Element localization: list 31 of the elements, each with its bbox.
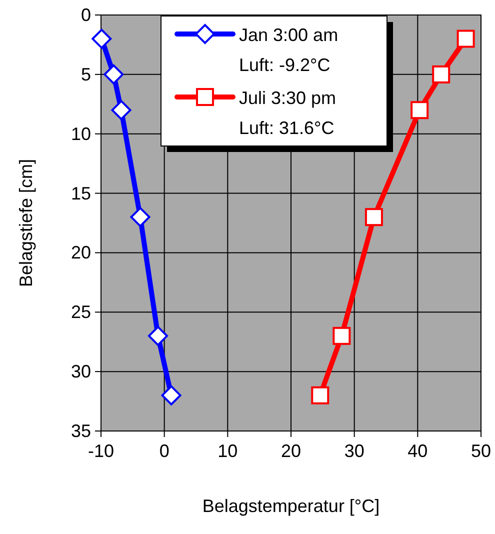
point (148, 326, 168, 346)
y-tick-label: 25 (70, 302, 91, 322)
x-axis-title: Belagstemperatur [°C] (202, 496, 380, 516)
x-tick-label: 10 (218, 441, 238, 461)
x-tick-label: 20 (280, 441, 302, 461)
point (410, 101, 429, 120)
y-tick-label: 30 (70, 362, 91, 382)
x-tick-label: 40 (408, 441, 428, 461)
point (130, 207, 150, 228)
x-tick-label: 0 (159, 441, 170, 461)
point (332, 326, 351, 345)
point (92, 28, 112, 49)
point (161, 385, 182, 406)
y-tick-label: 10 (70, 124, 91, 144)
y-tick-label: 15 (70, 183, 91, 204)
x-tick-label: 30 (344, 441, 364, 461)
point (111, 100, 132, 120)
y-tick-label: 5 (80, 64, 91, 84)
legend-label: Juli 3:30 pm Luft: 31.6°C (239, 88, 336, 138)
y-tick-label: 20 (70, 242, 91, 263)
x-tick-label: -10 (88, 441, 114, 461)
legend-label: Jan 3:00 am Luft: -9.2°C (239, 25, 338, 75)
point (456, 30, 475, 48)
point (311, 386, 330, 404)
point (432, 65, 450, 84)
y-tick-label: 0 (80, 5, 91, 25)
point (364, 208, 383, 226)
x-tick-label: 50 (470, 441, 492, 461)
y-tick-label: 35 (70, 421, 91, 441)
y-axis-title: Belagstiefe [cm] (16, 158, 36, 288)
point (104, 64, 124, 84)
